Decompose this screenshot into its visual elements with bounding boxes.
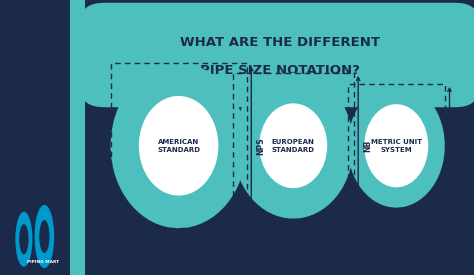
Circle shape <box>35 205 54 268</box>
Bar <box>233 73 354 219</box>
Text: METRIC UNIT
SYSTEM: METRIC UNIT SYSTEM <box>371 139 422 153</box>
Ellipse shape <box>363 103 429 188</box>
Text: NOMINAL PIPE SIZE: NOMINAL PIPE SIZE <box>139 246 218 252</box>
Bar <box>348 84 445 208</box>
Bar <box>85 0 474 116</box>
Text: AMERICAN
STANDARD: AMERICAN STANDARD <box>157 139 200 153</box>
Text: PIPING MART: PIPING MART <box>27 260 59 264</box>
Text: NOMINAL DIAMETER: NOMINAL DIAMETER <box>355 225 438 231</box>
Ellipse shape <box>110 63 246 228</box>
Bar <box>110 63 246 228</box>
Ellipse shape <box>348 84 445 208</box>
Text: WHAT ARE THE DIFFERENT: WHAT ARE THE DIFFERENT <box>180 36 380 49</box>
Text: EUROPEAN
STANDARD: EUROPEAN STANDARD <box>272 139 315 153</box>
Ellipse shape <box>138 95 219 197</box>
Bar <box>70 0 85 275</box>
Text: PIPE SIZE NOTATION?: PIPE SIZE NOTATION? <box>200 64 360 77</box>
FancyBboxPatch shape <box>82 3 474 107</box>
Ellipse shape <box>233 73 354 219</box>
Text: NPS: NPS <box>256 137 265 155</box>
Ellipse shape <box>258 102 328 189</box>
Text: NB: NB <box>364 140 373 152</box>
Text: DN: DN <box>455 139 464 152</box>
Circle shape <box>15 212 32 267</box>
Circle shape <box>39 220 49 253</box>
Circle shape <box>19 224 28 254</box>
Text: NOMINAL BORE: NOMINAL BORE <box>262 236 325 242</box>
